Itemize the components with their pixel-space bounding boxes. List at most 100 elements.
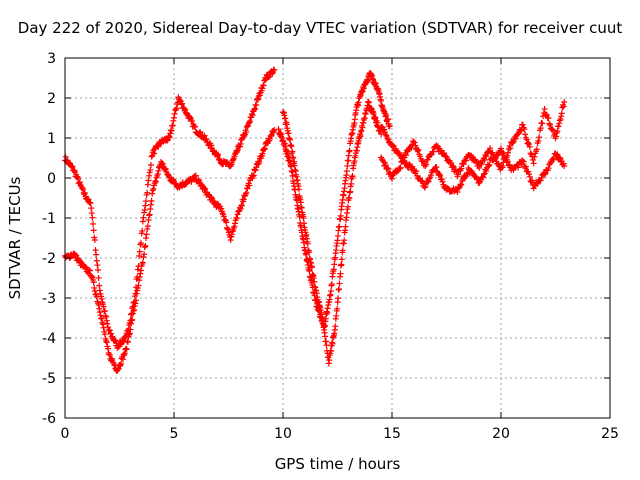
data-point (337, 212, 344, 219)
data-point (389, 143, 396, 150)
data-point (251, 105, 258, 112)
data-point (512, 135, 519, 142)
y-tick-label: -6 (42, 411, 56, 427)
data-point (331, 261, 338, 268)
data-point (71, 168, 78, 175)
data-point (169, 122, 176, 129)
data-point (339, 196, 346, 203)
data-point (333, 312, 340, 319)
data-point (101, 331, 108, 338)
data-point (145, 217, 152, 224)
data-point (361, 115, 368, 122)
data-point (218, 205, 225, 212)
series-track-e (378, 99, 568, 180)
data-point (561, 163, 568, 169)
data-point (170, 117, 177, 124)
x-tick-label: 15 (383, 426, 401, 442)
data-point (250, 173, 257, 180)
x-tick-label: 10 (274, 426, 292, 442)
data-point (329, 340, 336, 347)
data-point (545, 165, 552, 172)
data-point (246, 118, 253, 125)
data-point (526, 141, 533, 148)
data-point (73, 252, 80, 259)
data-point (148, 197, 155, 204)
data-point (414, 147, 421, 154)
data-point (336, 280, 343, 287)
data-point (334, 305, 341, 312)
y-tick-label: -4 (42, 331, 56, 347)
data-point (96, 309, 103, 316)
data-point (246, 182, 253, 189)
data-point (119, 356, 126, 363)
data-point (389, 175, 395, 182)
data-point (178, 101, 185, 108)
data-point (253, 164, 260, 171)
data-point (427, 172, 434, 179)
data-point (85, 196, 92, 203)
data-point (495, 150, 502, 157)
data-point (91, 284, 98, 291)
data-point (344, 203, 351, 210)
data-point (485, 163, 492, 170)
data-point (92, 247, 99, 254)
data-point (89, 274, 96, 281)
data-point (196, 129, 203, 136)
data-point (93, 257, 100, 264)
data-point (346, 195, 353, 202)
plot-frame (64, 57, 611, 419)
data-point (179, 100, 186, 107)
data-point (139, 218, 146, 225)
data-point (520, 158, 527, 165)
data-point (231, 223, 238, 230)
data-point (533, 146, 540, 153)
data-point (142, 235, 149, 242)
data-point (147, 166, 154, 173)
x-tick-label: 0 (61, 426, 70, 442)
data-point (498, 145, 504, 152)
data-point (261, 146, 268, 153)
data-point (108, 330, 115, 337)
data-point (87, 200, 94, 207)
data-point (561, 99, 568, 105)
data-point (132, 300, 139, 307)
data-point (103, 339, 110, 346)
data-point (454, 189, 461, 196)
data-point (90, 220, 97, 227)
data-point (300, 215, 307, 222)
data-point (227, 237, 234, 244)
data-point (500, 149, 507, 156)
data-point (545, 115, 552, 122)
data-point (146, 172, 153, 179)
data-point (421, 184, 428, 191)
data-point (91, 237, 98, 244)
data-point (210, 147, 217, 154)
data-point (523, 136, 530, 143)
data-point (526, 173, 533, 180)
data-point (137, 240, 144, 247)
data-point (121, 350, 128, 357)
data-point (95, 301, 102, 308)
data-point (136, 274, 143, 281)
y-tick-label: 1 (47, 131, 56, 147)
data-point (243, 189, 250, 196)
data-point (98, 315, 105, 322)
data-point (326, 357, 333, 364)
data-point (130, 307, 137, 314)
data-point (145, 177, 152, 184)
data-point (455, 171, 462, 178)
data-point (397, 164, 404, 171)
data-point (526, 143, 533, 150)
data-point (408, 144, 415, 151)
data-point (539, 120, 546, 127)
data-point (378, 131, 385, 137)
data-point (288, 143, 295, 150)
data-point (480, 171, 487, 178)
data-point (237, 205, 244, 212)
data-point (385, 165, 392, 172)
data-point (251, 106, 258, 113)
data-point (136, 248, 143, 255)
data-point (487, 145, 494, 152)
data-point (68, 162, 75, 169)
